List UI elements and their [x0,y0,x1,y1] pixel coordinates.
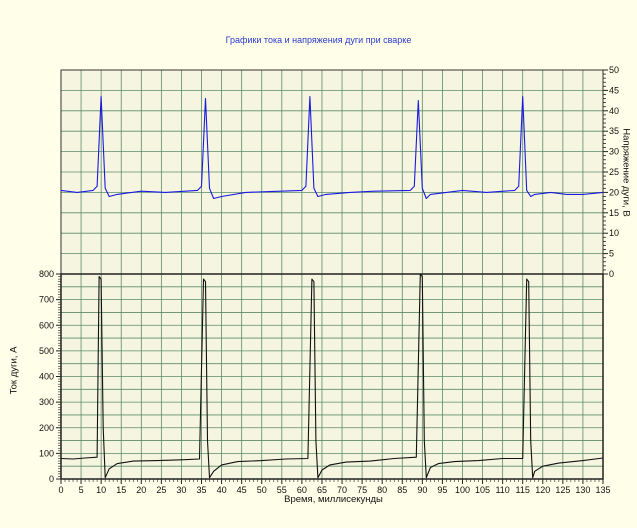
time-tick-label: 10 [96,485,106,495]
voltage-axis-label: Напряжение дуги, В [620,127,632,217]
time-tick-label: 60 [297,485,307,495]
current-tick-label: 800 [39,269,54,279]
time-tick-label: 30 [176,485,186,495]
time-tick-label: 55 [277,485,287,495]
voltage-tick-label: 10 [609,228,619,238]
time-tick-label: 65 [317,485,327,495]
current-tick-label: 400 [39,372,54,382]
voltage-tick-label: 35 [609,126,619,136]
time-axis-label: Время, миллисекунды [284,494,383,505]
time-tick-label: 35 [197,485,207,495]
time-tick-label: 75 [357,485,367,495]
time-tick-label: 135 [595,485,610,495]
current-tick-label: 700 [39,295,54,305]
time-tick-label: 15 [116,485,126,495]
voltage-tick-label: 50 [609,65,619,75]
time-tick-label: 125 [555,485,570,495]
time-tick-label: 100 [455,485,470,495]
time-tick-label: 105 [475,485,490,495]
time-tick-label: 20 [136,485,146,495]
voltage-tick-label: 30 [609,147,619,157]
voltage-tick-label: 45 [609,85,619,95]
voltage-series-line [60,95,604,200]
time-tick-label: 0 [58,485,63,495]
current-series-line [60,273,604,479]
time-tick-label: 5 [79,485,84,495]
voltage-tick-label: 25 [609,167,619,177]
current-tick-label: 300 [39,397,54,407]
time-tick-label: 40 [217,485,227,495]
current-tick-label: 100 [39,448,54,458]
voltage-tick-label: 40 [609,106,619,116]
time-tick-label: 130 [575,485,590,495]
time-tick-label: 85 [397,485,407,495]
time-tick-label: 95 [437,485,447,495]
time-tick-label: 120 [535,485,550,495]
current-tick-label: 200 [39,423,54,433]
time-tick-label: 25 [156,485,166,495]
time-tick-label: 50 [257,485,267,495]
current-tick-label: 0 [49,474,54,484]
voltage-tick-label: 0 [609,269,614,279]
time-tick-label: 70 [337,485,347,495]
voltage-tick-label: 5 [609,249,614,259]
current-axis-label: Ток дуги, А [8,346,20,394]
time-tick-label: 110 [495,485,509,495]
voltage-tick-label: 20 [609,187,619,197]
time-tick-label: 90 [417,485,427,495]
chart-title: Графики тока и напряжения дуги при сварк… [225,35,412,45]
time-tick-label: 115 [516,485,530,495]
time-tick-label: 45 [237,485,247,495]
time-tick-label: 80 [377,485,387,495]
current-tick-label: 600 [39,320,54,330]
voltage-tick-label: 15 [609,208,619,218]
current-tick-label: 500 [39,346,54,356]
